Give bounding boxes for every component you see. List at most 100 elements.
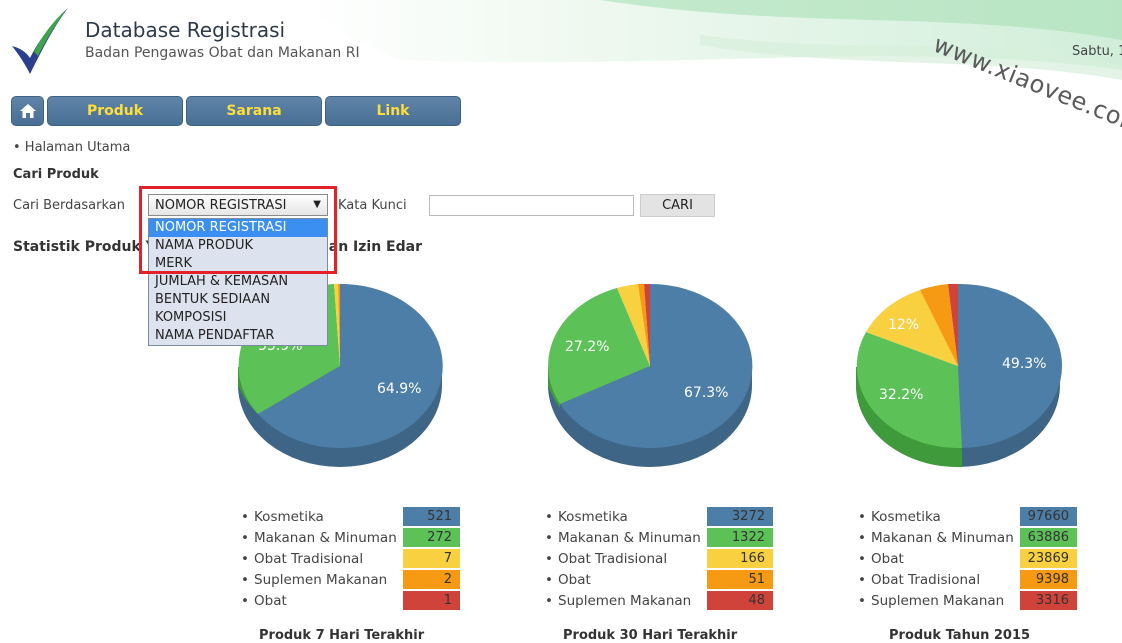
legend-row: • Makanan & Minuman 1322 bbox=[545, 528, 775, 549]
legend-value: 521 bbox=[403, 507, 460, 526]
pie3-blue-label: 49.3% bbox=[1002, 356, 1046, 372]
legend-row: • Suplemen Makanan 3316 bbox=[858, 591, 1080, 612]
dropdown-option[interactable]: NOMOR REGISTRASI bbox=[149, 219, 327, 237]
legend-label: Suplemen Makanan bbox=[558, 593, 692, 609]
nav-produk[interactable]: Produk bbox=[47, 96, 183, 126]
home-icon bbox=[19, 104, 36, 118]
pie-chart-tahun-2015: 49.3% 32.2% 12% bbox=[855, 283, 1063, 468]
pie1-blue-label: 64.9% bbox=[377, 381, 421, 397]
legend-tahun-2015: • Kosmetika 97660 • Makanan & Minuman 63886 • O… bbox=[858, 507, 1080, 612]
dropdown-option[interactable]: BENTUK SEDIAAN bbox=[155, 292, 271, 307]
pie2-blue-label: 67.3% bbox=[684, 385, 728, 401]
bullet-icon: • bbox=[241, 593, 249, 609]
legend-row: • Obat Tradisional 9398 bbox=[858, 570, 1080, 591]
bullet-icon: • bbox=[858, 572, 866, 588]
bullet-icon: • bbox=[545, 551, 553, 567]
legend-label: Kosmetika bbox=[871, 509, 941, 525]
legend-value: 97660 bbox=[1020, 507, 1077, 526]
bullet-icon: • bbox=[241, 572, 249, 588]
legend-label: Kosmetika bbox=[558, 509, 628, 525]
dropdown-option[interactable]: MERK bbox=[155, 256, 192, 271]
select-value: NOMOR REGISTRASI bbox=[155, 198, 287, 213]
legend-label: Makanan & Minuman bbox=[558, 530, 701, 546]
bullet-icon: • bbox=[858, 530, 866, 546]
bullet-icon: • bbox=[545, 593, 553, 609]
date-text: Sabtu, 17 bbox=[1072, 44, 1122, 59]
legend-row: • Obat Tradisional 166 bbox=[545, 549, 775, 570]
bullet-icon: • bbox=[241, 551, 249, 567]
legend-row: • Kosmetika 3272 bbox=[545, 507, 775, 528]
legend-row: • Kosmetika 97660 bbox=[858, 507, 1080, 528]
search-by-select[interactable]: NOMOR REGISTRASI ▼ bbox=[148, 194, 328, 216]
bullet-icon: • bbox=[241, 509, 249, 525]
pie-chart-30-hari: 67.3% 27.2% bbox=[548, 283, 753, 467]
home-button[interactable] bbox=[11, 96, 44, 126]
legend-value: 63886 bbox=[1020, 528, 1077, 547]
legend-label: Obat Tradisional bbox=[871, 572, 981, 588]
pie-chart-7-hari: 64.9% 33.9% bbox=[238, 283, 443, 467]
legend-label: Obat bbox=[871, 551, 904, 567]
legend-value: 166 bbox=[707, 549, 773, 568]
legend-label: Obat bbox=[254, 593, 287, 609]
legend-row: • Suplemen Makanan 48 bbox=[545, 591, 775, 612]
legend-row: • Obat 1 bbox=[241, 591, 463, 612]
bullet-icon: • bbox=[545, 572, 553, 588]
legend-label: Kosmetika bbox=[254, 509, 324, 525]
dropdown-option[interactable]: NAMA PRODUK bbox=[155, 238, 254, 253]
highlight-box bbox=[139, 186, 337, 274]
bpom-logo bbox=[12, 8, 68, 74]
legend-label: Obat Tradisional bbox=[254, 551, 364, 567]
legend-value: 272 bbox=[403, 528, 460, 547]
chart-caption-30-hari: Produk 30 Hari Terakhir bbox=[563, 628, 738, 643]
legend-label: Obat bbox=[558, 572, 591, 588]
pie3-yellow-label: 12% bbox=[888, 317, 919, 333]
bullet-icon: • bbox=[858, 551, 866, 567]
legend-row: • Obat Tradisional 7 bbox=[241, 549, 463, 570]
nav-link[interactable]: Link bbox=[325, 96, 461, 126]
legend-30-hari: • Kosmetika 3272 • Makanan & Minuman 1322 • Oba… bbox=[545, 507, 775, 612]
bullet-icon: • bbox=[545, 530, 553, 546]
legend-value: 2 bbox=[403, 570, 460, 589]
search-heading: Cari Produk bbox=[13, 167, 99, 182]
stats-heading-left: Statistik Produk Y bbox=[13, 239, 156, 255]
legend-value: 3316 bbox=[1020, 591, 1077, 610]
legend-value: 1 bbox=[403, 591, 460, 610]
legend-value: 7 bbox=[403, 549, 460, 568]
pie-charts: 64.9% 33.9% 67.3% 27.2% 49.3% 32.2% 12% bbox=[238, 283, 1063, 468]
legend-value: 1322 bbox=[707, 528, 773, 547]
chart-caption-7-hari: Produk 7 Hari Terakhir bbox=[259, 628, 425, 643]
legend-value: 3272 bbox=[707, 507, 773, 526]
bullet-icon: • bbox=[241, 530, 249, 546]
legend-row: • Kosmetika 521 bbox=[241, 507, 463, 528]
keyword-input[interactable] bbox=[429, 195, 634, 216]
breadcrumb[interactable]: • Halaman Utama bbox=[13, 140, 131, 155]
legend-label: Makanan & Minuman bbox=[871, 530, 1014, 546]
legend-row: • Makanan & Minuman 63886 bbox=[858, 528, 1080, 549]
cari-button[interactable]: CARI bbox=[640, 194, 715, 217]
dropdown-option[interactable]: KOMPOSISI bbox=[155, 310, 227, 325]
legend-label: Suplemen Makanan bbox=[871, 593, 1005, 609]
legend-row: • Suplemen Makanan 2 bbox=[241, 570, 463, 591]
search-by-options[interactable]: NOMOR REGISTRASI NAMA PRODUK MERK JUMLAH & … bbox=[148, 218, 328, 346]
legend-value: 48 bbox=[707, 591, 773, 610]
legend-label: Suplemen Makanan bbox=[254, 572, 388, 588]
nav-sarana[interactable]: Sarana bbox=[186, 96, 322, 126]
bullet-icon: • bbox=[858, 509, 866, 525]
legend-row: • Obat 23869 bbox=[858, 549, 1080, 570]
bullet-icon: • bbox=[545, 509, 553, 525]
legend-value: 23869 bbox=[1020, 549, 1077, 568]
legend-row: • Makanan & Minuman 272 bbox=[241, 528, 463, 549]
pie2-green-label: 27.2% bbox=[565, 339, 609, 355]
legend-7-hari: • Kosmetika 521 • Makanan & Minuman 272 • Obat … bbox=[241, 507, 463, 612]
app-title: Database Registrasi bbox=[85, 18, 286, 42]
dropdown-option[interactable]: NAMA PENDAFTAR bbox=[155, 328, 275, 343]
stats-heading-right: juan Izin Edar bbox=[314, 239, 422, 255]
dropdown-option[interactable]: JUMLAH & KEMASAN bbox=[155, 274, 289, 289]
chart-caption-tahun-2015: Produk Tahun 2015 bbox=[889, 628, 1031, 643]
legend-value: 51 bbox=[707, 570, 773, 589]
dropdown-arrow-icon: ▼ bbox=[313, 199, 321, 210]
legend-label: Makanan & Minuman bbox=[254, 530, 397, 546]
app-subtitle: Badan Pengawas Obat dan Makanan RI bbox=[85, 45, 360, 61]
legend-row: • Obat 51 bbox=[545, 570, 775, 591]
